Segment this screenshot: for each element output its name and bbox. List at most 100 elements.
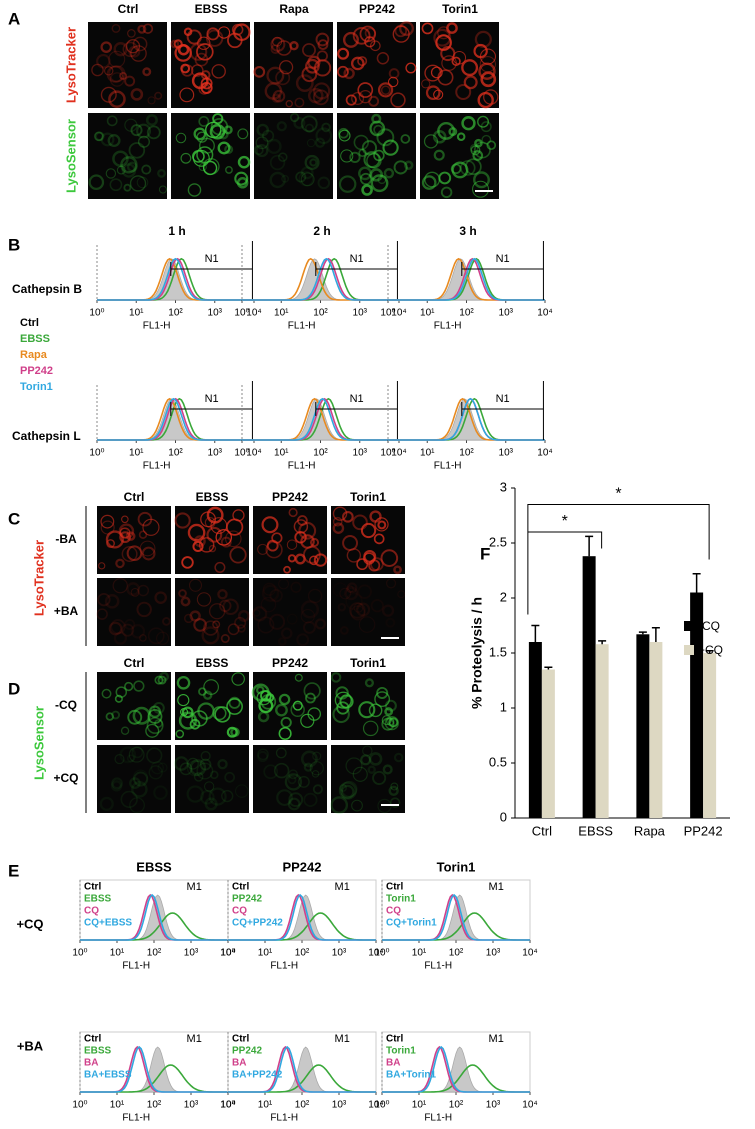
histogram-curve xyxy=(382,1045,530,1093)
gate xyxy=(315,241,398,300)
cell xyxy=(357,82,374,98)
stain-label: LysoTracker xyxy=(63,27,78,103)
cell xyxy=(257,748,269,761)
cell xyxy=(206,526,223,543)
cell xyxy=(281,174,290,183)
panel-label: F xyxy=(480,544,490,563)
legend-entry: +CQ xyxy=(698,643,723,657)
gate-label: N1 xyxy=(205,253,219,265)
cell xyxy=(346,585,354,593)
cell xyxy=(421,79,431,89)
x-tick-label: 10⁴ xyxy=(368,948,383,959)
cell xyxy=(186,760,204,777)
x-tick-label: 10³ xyxy=(332,1100,347,1111)
cell xyxy=(298,521,317,540)
cell xyxy=(304,123,315,133)
cell xyxy=(373,149,385,162)
cell xyxy=(116,165,126,175)
cell xyxy=(361,140,378,156)
cell xyxy=(461,59,479,77)
cell xyxy=(350,605,366,621)
x-tick-label: 10² xyxy=(459,448,474,459)
cell xyxy=(305,692,316,704)
cell xyxy=(148,765,163,780)
cell xyxy=(448,127,458,137)
cell xyxy=(209,770,219,780)
cell xyxy=(472,180,490,198)
cell xyxy=(369,168,384,182)
cell xyxy=(256,750,269,763)
cell xyxy=(252,606,268,622)
cell xyxy=(477,91,494,109)
cell xyxy=(330,796,349,814)
cell xyxy=(130,624,146,639)
cell xyxy=(121,545,138,562)
cell xyxy=(127,709,143,725)
x-tick-label: 10⁴ xyxy=(246,308,261,319)
cell xyxy=(193,127,207,141)
legend-entry: EBSS xyxy=(84,894,112,905)
cell xyxy=(226,518,244,536)
cell xyxy=(361,184,373,196)
cell xyxy=(105,712,115,721)
cell xyxy=(212,620,221,629)
cell xyxy=(219,599,232,613)
legend-entry: CQ xyxy=(84,906,99,917)
cell xyxy=(280,716,292,729)
cell xyxy=(309,555,319,566)
cell xyxy=(300,166,314,180)
cell xyxy=(271,532,283,544)
cell xyxy=(384,715,400,731)
cell xyxy=(263,764,279,780)
cell xyxy=(307,87,324,104)
cell xyxy=(474,30,492,48)
cell xyxy=(296,633,310,647)
cell xyxy=(342,31,359,48)
column-title: PP242 xyxy=(282,859,321,874)
error-bar xyxy=(692,573,701,593)
cell xyxy=(459,160,476,176)
cell xyxy=(393,752,404,763)
cell xyxy=(208,544,217,553)
cell xyxy=(188,578,203,592)
cell xyxy=(351,799,363,812)
cell xyxy=(332,516,343,527)
cell xyxy=(137,584,150,597)
x-tick-label: 10³ xyxy=(353,448,368,459)
cell xyxy=(220,536,232,548)
cell xyxy=(122,41,139,58)
cell xyxy=(285,100,293,108)
x-tick-label: 10⁰ xyxy=(234,448,249,459)
cell xyxy=(209,123,226,140)
cell xyxy=(272,36,283,47)
cell xyxy=(124,75,136,87)
cell xyxy=(196,146,214,164)
cell xyxy=(126,161,138,173)
cell xyxy=(155,631,170,645)
legend-entry: CQ xyxy=(232,906,247,917)
column-label: EBSS xyxy=(196,656,229,670)
cell xyxy=(175,729,185,739)
legend-entry: BA xyxy=(232,1058,246,1069)
cell xyxy=(261,129,275,142)
cell xyxy=(370,599,384,613)
cell xyxy=(343,67,355,80)
cell xyxy=(334,691,352,709)
cell xyxy=(204,781,215,792)
cell xyxy=(313,553,328,567)
x-tick-label: 10¹ xyxy=(110,1100,125,1111)
cell xyxy=(332,705,350,724)
cell xyxy=(224,771,236,783)
cell xyxy=(229,546,247,564)
x-tick-label: 10³ xyxy=(486,948,501,959)
cell xyxy=(300,750,318,768)
x-axis-label: FL1-H xyxy=(424,961,452,972)
cell xyxy=(199,758,212,771)
cell xyxy=(150,761,165,775)
column-label: EBSS xyxy=(195,2,228,16)
legend-entry: BA+Torin1 xyxy=(386,1070,437,1081)
cell xyxy=(463,75,478,90)
cell xyxy=(358,701,376,719)
gate-label: N1 xyxy=(496,253,510,265)
cell xyxy=(269,588,283,603)
